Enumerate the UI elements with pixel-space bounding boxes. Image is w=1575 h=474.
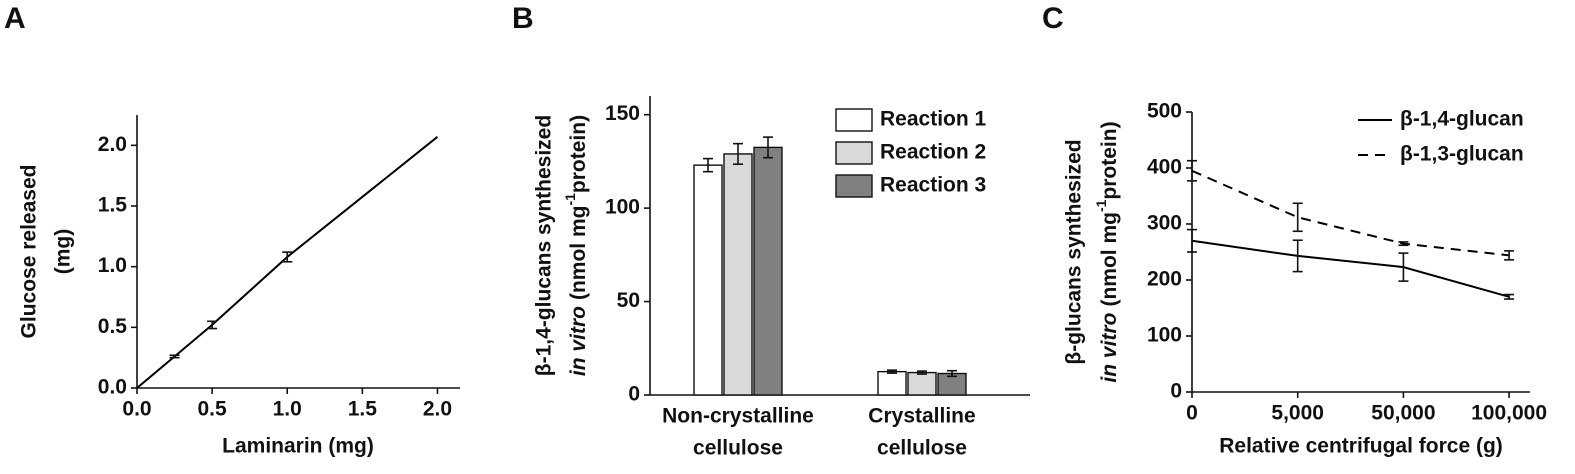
x-tick-label: 5,000 — [1271, 402, 1324, 425]
y-axis-label: Glucose released — [18, 165, 41, 339]
error-bar — [887, 369, 897, 374]
error-bar — [1292, 239, 1303, 273]
y-tick-label: 0 — [1170, 380, 1182, 403]
y-axis-label-part: -1 — [562, 193, 578, 206]
legend-label: Reaction 3 — [880, 174, 986, 197]
x-tick-label: 0 — [1186, 402, 1198, 425]
error-bar — [1398, 252, 1409, 282]
y-axis-label-part: protein) — [567, 115, 590, 193]
error-bar — [169, 354, 180, 359]
bar — [877, 370, 907, 396]
x-tick-label: 0.5 — [198, 398, 228, 421]
bar — [907, 371, 937, 396]
y-tick-label: 2.0 — [98, 133, 127, 156]
y-tick-label: 150 — [605, 102, 640, 125]
legend-label: Reaction 1 — [880, 108, 987, 131]
y-axis-label: in vitro (nmol mg-1protein) — [1093, 121, 1121, 382]
legend-swatch — [835, 174, 873, 198]
y-tick-label: 0 — [628, 383, 640, 406]
x-tick-label: Non-crystalline — [662, 405, 814, 428]
error-bar — [1187, 228, 1197, 253]
y-axis-label-part: -1 — [1093, 199, 1109, 212]
x-tick-label: cellulose — [693, 437, 783, 460]
y-axis-label-part: in vitro — [1098, 312, 1121, 382]
legend-label: β-1,3-glucan — [1400, 143, 1524, 166]
error-bar — [947, 369, 957, 378]
bar — [723, 153, 753, 396]
y-tick-label: 100 — [1147, 324, 1182, 347]
error-bar — [1504, 293, 1515, 300]
error-bar — [763, 136, 773, 159]
y-axis-label-part: in vitro — [567, 306, 590, 376]
x-tick-label: 100,000 — [1471, 402, 1547, 425]
y-axis-label: β-glucans synthesized — [1063, 139, 1086, 364]
y-axis-label: (mg) — [52, 229, 75, 275]
error-bar — [1398, 241, 1409, 247]
y-tick-label: 100 — [605, 196, 640, 219]
panel-label: B — [512, 2, 534, 35]
error-bar — [733, 142, 743, 166]
error-bar — [917, 370, 927, 375]
y-tick-label: 1.0 — [98, 254, 127, 277]
legend-swatch — [835, 108, 873, 132]
error-bar — [207, 320, 218, 330]
data-line — [1191, 169, 1510, 257]
legend-label: Reaction 2 — [880, 141, 986, 164]
y-axis-label: in vitro (nmol mg-1protein) — [562, 115, 590, 376]
data-line — [1191, 239, 1510, 298]
bar — [693, 164, 723, 396]
y-tick-label: 1.5 — [98, 194, 128, 217]
y-tick-label: 0.5 — [98, 315, 128, 338]
y-axis-label-part: (nmol mg — [1098, 212, 1121, 307]
error-bar — [1504, 250, 1515, 261]
x-tick-label: 50,000 — [1371, 402, 1435, 425]
panel-label: A — [4, 2, 26, 35]
x-axis-label: Laminarin (mg) — [222, 435, 374, 458]
y-tick-label: 0.0 — [98, 376, 127, 399]
x-axis-label: Relative centrifugal force (g) — [1219, 435, 1503, 458]
y-tick-label: 50 — [617, 289, 640, 312]
y-axis-label: β-1,4-glucans synthesized — [533, 115, 556, 376]
y-axis-label-part: protein) — [1098, 121, 1121, 199]
legend-swatch — [835, 141, 873, 165]
x-tick-label: 1.0 — [273, 398, 302, 421]
x-tick-label: 1.5 — [348, 398, 378, 421]
x-tick-label: 0.0 — [122, 398, 151, 421]
error-bar — [1292, 202, 1303, 233]
error-bar — [703, 157, 713, 173]
x-tick-label: 2.0 — [423, 398, 452, 421]
panel-label: C — [1042, 2, 1064, 35]
x-tick-label: cellulose — [877, 437, 967, 460]
y-tick-label: 500 — [1147, 100, 1182, 123]
error-bar — [1187, 159, 1197, 182]
bar — [753, 146, 783, 396]
y-tick-label: 300 — [1147, 212, 1182, 235]
y-tick-label: 400 — [1147, 156, 1182, 179]
y-tick-label: 200 — [1147, 268, 1182, 291]
legend-label: β-1,4-glucan — [1400, 108, 1524, 131]
error-bar — [282, 251, 293, 263]
x-tick-label: Crystalline — [868, 405, 975, 428]
y-axis-label-part: (nmol mg — [567, 206, 590, 301]
